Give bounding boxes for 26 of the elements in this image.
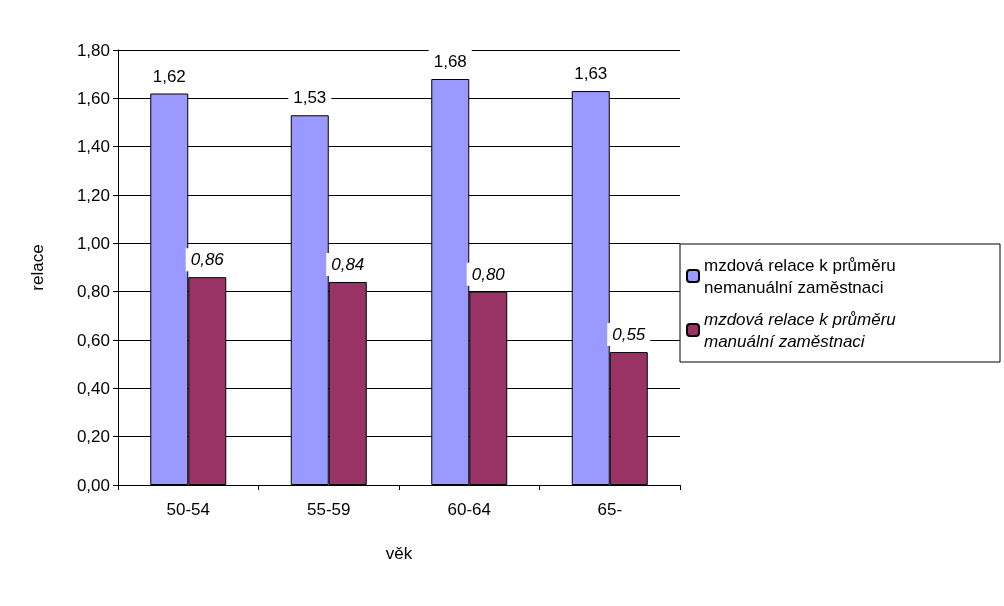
y-tick-label: 1,60: [76, 88, 110, 108]
y-tick-label: 1,80: [76, 40, 110, 60]
y-tick-label: 0,80: [76, 282, 110, 302]
data-label: 1,62: [152, 66, 186, 86]
legend-label: mzdová relace k průměru nemanuální zaměstnaci: [704, 255, 901, 297]
data-label: 0,84: [331, 255, 365, 274]
x-tick-label: 65-: [597, 500, 623, 519]
legend-label: mzdová relace k průměru manuální zaměstnaci: [704, 309, 901, 351]
y-tick-label: 1,40: [76, 137, 110, 157]
y-tick-label: 1,00: [76, 233, 110, 253]
y-tick-label: 1,20: [76, 185, 110, 205]
x-tick-label: 50-54: [166, 500, 210, 519]
y-axis-title: relace: [28, 244, 47, 291]
data-label: 1,63: [574, 64, 608, 84]
data-label: 0,86: [190, 250, 225, 270]
x-tick-label: 55-59: [307, 500, 351, 519]
data-label: 1,68: [433, 52, 467, 71]
data-label: 0,80: [471, 264, 506, 284]
y-tick-label: 0,60: [76, 330, 110, 350]
data-label: 1,53: [293, 88, 327, 108]
y-tick-label: 0,20: [76, 427, 110, 447]
x-tick-label: 60-64: [447, 500, 491, 519]
x-axis-title: věk: [385, 544, 413, 563]
data-label: 0,55: [612, 325, 646, 345]
y-tick-label: 0,00: [76, 475, 110, 495]
y-tick-label: 0,40: [76, 378, 110, 398]
